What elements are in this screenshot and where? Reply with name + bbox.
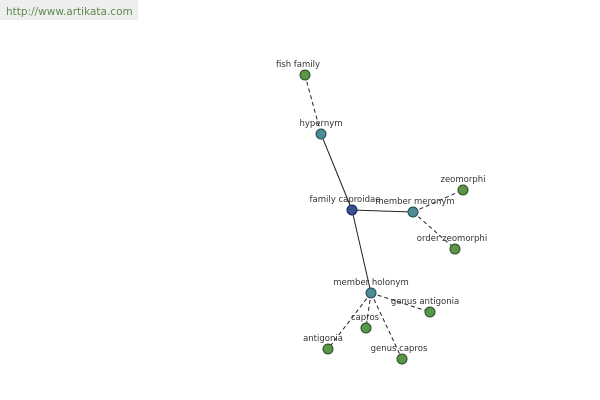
edge xyxy=(351,209,372,294)
edges xyxy=(304,74,464,360)
edge xyxy=(412,211,456,250)
node-label: zeomorphi xyxy=(440,175,485,185)
node-label: family caproidae xyxy=(310,195,381,205)
node-label: fish family xyxy=(276,60,320,70)
node[interactable] xyxy=(365,287,377,299)
node[interactable] xyxy=(322,343,334,355)
node-label: genus antigonia xyxy=(391,297,459,307)
site-url[interactable]: http://www.artikata.com xyxy=(6,6,133,18)
edge xyxy=(365,292,372,329)
edge xyxy=(351,209,414,213)
node-label: member holonym xyxy=(333,278,408,288)
nodes xyxy=(299,69,469,365)
node[interactable] xyxy=(407,206,419,218)
edge xyxy=(412,189,464,213)
node-label: antigonia xyxy=(303,334,343,344)
node[interactable] xyxy=(360,322,372,334)
node[interactable] xyxy=(346,204,358,216)
node[interactable] xyxy=(299,69,311,81)
edge xyxy=(370,292,431,313)
node-label: capros xyxy=(351,313,380,323)
labels: fish family hypernym family caproidae me… xyxy=(276,60,487,354)
edge xyxy=(304,74,322,135)
node-label: member meronym xyxy=(375,197,454,207)
node[interactable] xyxy=(457,184,469,196)
edge xyxy=(370,292,403,360)
node-label: hypernym xyxy=(299,119,342,129)
node[interactable] xyxy=(424,306,436,318)
node-label: genus capros xyxy=(371,344,428,354)
node[interactable] xyxy=(315,128,327,140)
header-bar xyxy=(0,0,138,20)
node[interactable] xyxy=(449,243,461,255)
edge xyxy=(320,133,353,211)
edge xyxy=(327,292,372,350)
node-label: order zeomorphi xyxy=(417,234,487,244)
node[interactable] xyxy=(396,353,408,365)
